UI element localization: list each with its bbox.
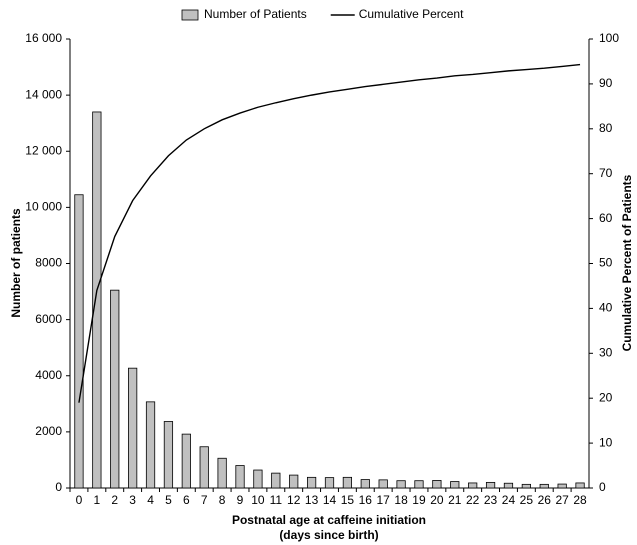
x-tick-label: 24 bbox=[502, 493, 516, 507]
x-tick-label: 15 bbox=[341, 493, 355, 507]
x-tick-label: 22 bbox=[466, 493, 480, 507]
bar bbox=[181, 433, 191, 489]
x-tick-label: 13 bbox=[305, 493, 319, 507]
y-tick-label: 12 000 bbox=[25, 143, 62, 157]
x-axis-label: (days since birth) bbox=[279, 528, 378, 542]
bar bbox=[485, 481, 496, 489]
bar bbox=[521, 483, 531, 489]
bar bbox=[74, 194, 84, 489]
bar bbox=[378, 479, 388, 489]
x-tick-label: 9 bbox=[237, 493, 244, 507]
bar bbox=[450, 481, 460, 489]
x-tick-label: 3 bbox=[129, 493, 136, 507]
x-tick-label: 16 bbox=[359, 493, 373, 507]
bar bbox=[199, 446, 209, 489]
y-tick-label: 14 000 bbox=[25, 87, 62, 101]
bar bbox=[163, 421, 174, 489]
x-tick-label: 8 bbox=[219, 493, 226, 507]
bar bbox=[342, 476, 353, 489]
bar bbox=[503, 482, 514, 489]
y2-axis-label: Cumulative Percent of Patients bbox=[620, 174, 634, 351]
x-tick-label: 19 bbox=[412, 493, 426, 507]
x-tick-label: 26 bbox=[538, 493, 552, 507]
y2-tick-label: 60 bbox=[599, 211, 613, 225]
y-tick-label: 16 000 bbox=[25, 31, 62, 45]
bar bbox=[271, 472, 281, 489]
bar bbox=[110, 289, 120, 489]
line bbox=[78, 63, 581, 403]
y-tick-label: 10 000 bbox=[25, 200, 62, 214]
y-tick-label: 6000 bbox=[35, 312, 62, 326]
y2-tick-label: 70 bbox=[599, 166, 613, 180]
legend-label: Number of Patients bbox=[204, 7, 307, 21]
x-tick-label: 21 bbox=[448, 493, 462, 507]
y2-tick-label: 10 bbox=[599, 435, 613, 449]
x-tick-label: 1 bbox=[94, 493, 101, 507]
x-tick-label: 6 bbox=[183, 493, 190, 507]
x-tick-label: 11 bbox=[270, 493, 283, 507]
x-tick-label: 0 bbox=[76, 493, 83, 507]
bar bbox=[324, 477, 335, 489]
y-tick-label: 4000 bbox=[35, 368, 62, 382]
bar bbox=[306, 476, 317, 489]
x-tick-label: 14 bbox=[323, 493, 337, 507]
y-tick-label: 8000 bbox=[35, 256, 62, 270]
bar bbox=[235, 465, 245, 489]
bar bbox=[468, 482, 478, 489]
bar bbox=[575, 482, 585, 489]
x-tick-label: 12 bbox=[287, 493, 301, 507]
bar bbox=[396, 480, 406, 489]
y2-tick-label: 0 bbox=[599, 480, 606, 494]
x-tick-label: 17 bbox=[377, 493, 391, 507]
x-tick-label: 27 bbox=[555, 493, 569, 507]
bar bbox=[128, 367, 138, 489]
x-tick-label: 25 bbox=[520, 493, 534, 507]
bar bbox=[539, 483, 549, 489]
legend-swatch bbox=[181, 9, 199, 21]
legend-label: Cumulative Percent bbox=[359, 7, 464, 21]
y2-tick-label: 20 bbox=[599, 390, 613, 404]
bar bbox=[557, 483, 567, 489]
bar bbox=[92, 111, 102, 489]
x-tick-label: 2 bbox=[111, 493, 118, 507]
bar bbox=[289, 474, 299, 489]
bar bbox=[360, 479, 370, 489]
x-tick-label: 4 bbox=[147, 493, 154, 507]
bar bbox=[253, 469, 263, 489]
bar bbox=[217, 457, 227, 489]
y2-tick-label: 50 bbox=[599, 256, 613, 270]
bar bbox=[414, 480, 424, 489]
bar bbox=[145, 401, 156, 489]
x-tick-label: 23 bbox=[484, 493, 498, 507]
x-tick-label: 7 bbox=[201, 493, 208, 507]
y2-tick-label: 30 bbox=[599, 345, 613, 359]
y-tick-label: 2000 bbox=[35, 424, 62, 438]
y2-tick-label: 80 bbox=[599, 121, 613, 135]
x-tick-label: 28 bbox=[573, 493, 587, 507]
bar bbox=[432, 480, 442, 489]
x-axis-label: Postnatal age at caffeine initiation bbox=[232, 513, 426, 527]
y2-tick-label: 40 bbox=[599, 301, 613, 315]
y2-tick-label: 90 bbox=[599, 76, 613, 90]
x-tick-label: 18 bbox=[394, 493, 408, 507]
x-tick-label: 20 bbox=[430, 493, 444, 507]
y-axis-label: Number of patients bbox=[9, 208, 23, 318]
y-tick-label: 0 bbox=[55, 480, 62, 494]
x-tick-label: 10 bbox=[251, 493, 265, 507]
y2-tick-label: 100 bbox=[599, 31, 619, 45]
x-tick-label: 5 bbox=[165, 493, 172, 507]
